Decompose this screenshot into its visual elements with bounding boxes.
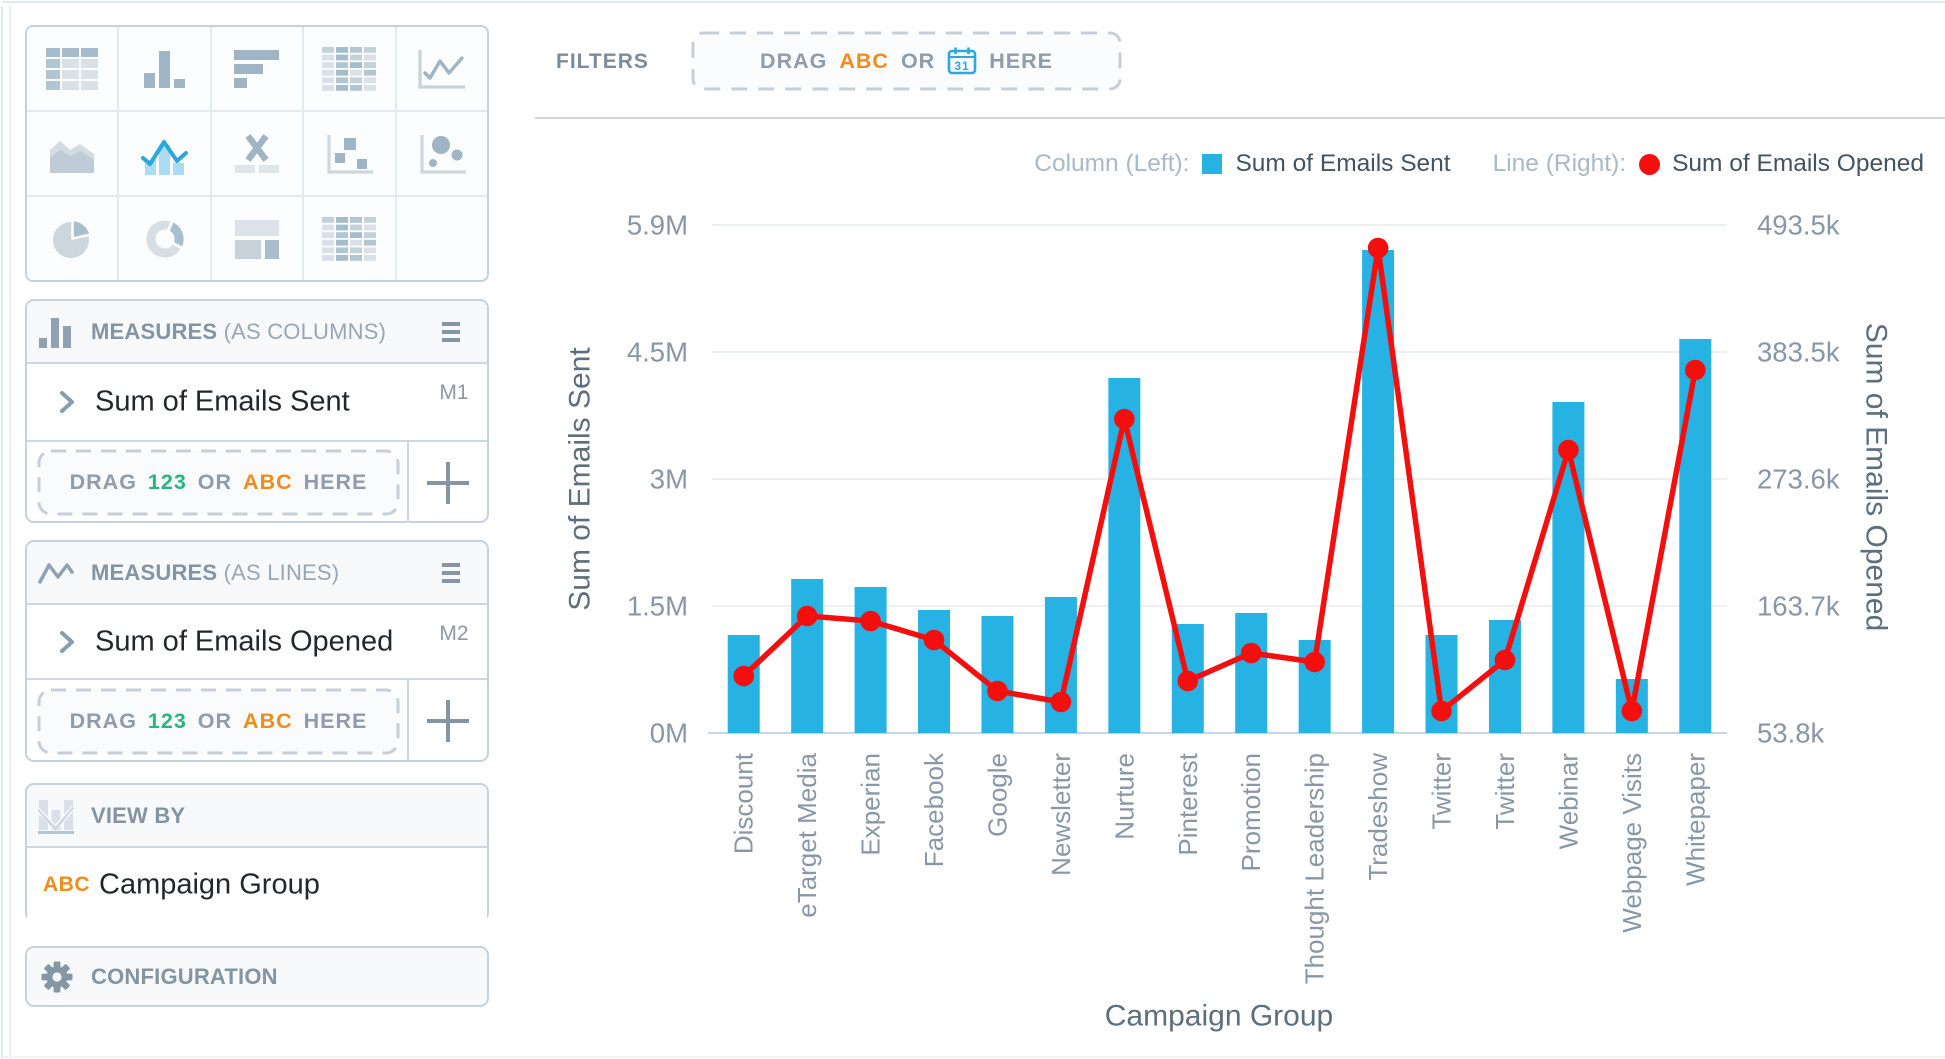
svg-text:273.6k: 273.6k bbox=[1757, 464, 1840, 495]
svg-text:Campaign Group: Campaign Group bbox=[1105, 1000, 1333, 1033]
svg-text:383.5k: 383.5k bbox=[1757, 337, 1840, 368]
svg-text:Discount: Discount bbox=[729, 752, 759, 854]
svg-text:Whitepaper: Whitepaper bbox=[1680, 753, 1710, 886]
svg-text:Nurture: Nurture bbox=[1109, 753, 1139, 840]
svg-text:31: 31 bbox=[955, 59, 970, 73]
svg-text:Promotion: Promotion bbox=[1236, 753, 1266, 872]
svg-text:Twitter: Twitter bbox=[1490, 753, 1520, 830]
svg-text:Webinar: Webinar bbox=[1553, 753, 1583, 850]
svg-text:Pinterest: Pinterest bbox=[1173, 752, 1203, 855]
svg-text:163.7k: 163.7k bbox=[1757, 591, 1840, 622]
svg-text:53.8k: 53.8k bbox=[1757, 718, 1825, 749]
svg-text:3M: 3M bbox=[650, 464, 688, 495]
svg-text:Twitter: Twitter bbox=[1427, 753, 1457, 830]
svg-text:1.5M: 1.5M bbox=[627, 591, 688, 622]
svg-text:Google: Google bbox=[982, 753, 1012, 837]
svg-text:eTarget Media: eTarget Media bbox=[792, 752, 822, 917]
svg-text:5.9M: 5.9M bbox=[627, 210, 688, 241]
svg-text:Webpage Visits: Webpage Visits bbox=[1617, 753, 1647, 933]
svg-text:Thought Leadership: Thought Leadership bbox=[1300, 753, 1330, 984]
svg-text:Sum of Emails Sent: Sum of Emails Sent bbox=[564, 347, 597, 611]
svg-text:Sum of Emails Opened: Sum of Emails Opened bbox=[1860, 323, 1893, 631]
svg-text:493.5k: 493.5k bbox=[1757, 210, 1840, 241]
svg-text:Experian: Experian bbox=[856, 753, 886, 856]
svg-text:Tradeshow: Tradeshow bbox=[1363, 753, 1393, 881]
svg-text:Newsletter: Newsletter bbox=[1046, 753, 1076, 876]
svg-text:4.5M: 4.5M bbox=[627, 337, 688, 368]
svg-text:Facebook: Facebook bbox=[919, 752, 949, 867]
svg-text:0M: 0M bbox=[650, 718, 688, 749]
